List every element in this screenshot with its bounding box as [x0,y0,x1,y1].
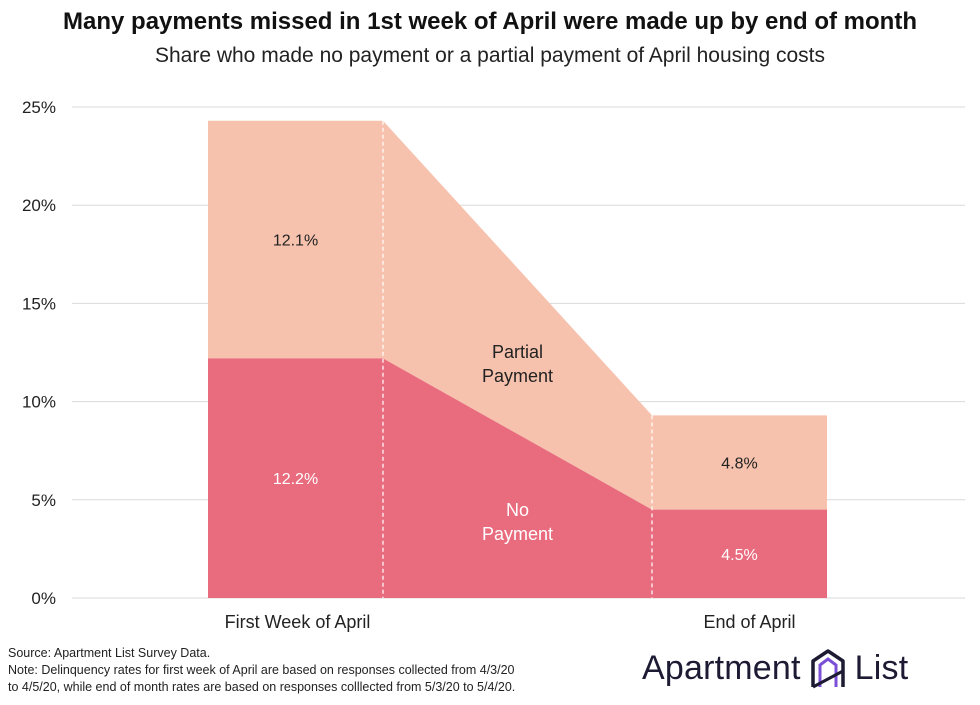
y-tick-label: 5% [31,491,56,510]
x-tick-label-end-of-april: End of April [703,612,795,632]
series-label-no-payment-line-2: Payment [482,524,553,544]
series-label-partial-line-1: Partial [492,342,543,362]
no-payment-area [208,358,827,598]
chart-subtitle: Share who made no payment or a partial p… [154,44,826,67]
value-label-partial-end-of-april: 4.8% [721,455,757,472]
y-tick-label: 20% [22,196,56,215]
brand-word-apartment: Apartment [642,648,801,687]
x-tick-label-first-week: First Week of April [225,612,371,632]
partial-payment-area [208,120,827,510]
y-tick-label: 25% [22,98,56,117]
value-label-no-payment-first-week: 12.2% [273,471,318,488]
apartment-building-icon [810,649,845,689]
series-label-no-payment-line-1: No [506,500,529,520]
series-label-partial-line-2: Payment [482,366,553,386]
chart-footer: Source: Apartment List Survey Data. Note… [8,645,515,696]
brand-logo: Apartment List [642,646,908,690]
methodology-note-line-1: Note: Delinquency rates for first week o… [8,663,515,677]
source-note: Source: Apartment List Survey Data. [8,646,211,660]
y-tick-label: 10% [22,393,56,412]
y-tick-label: 15% [22,294,56,313]
stacked-area-chart: 0% 5% 10% 15% 20% 25% 12.1% 12.2% 4.8% 4.5% Partia… [22,98,965,632]
y-tick-label: 0% [31,589,56,608]
value-label-no-payment-end-of-april: 4.5% [721,547,757,564]
brand-word-list: List [854,648,909,687]
methodology-note-line-2: to 4/5/20, while end of month rates are … [8,680,516,694]
chart-title: Many payments missed in 1st week of Apri… [63,8,917,35]
value-label-partial-first-week: 12.1% [273,233,318,250]
